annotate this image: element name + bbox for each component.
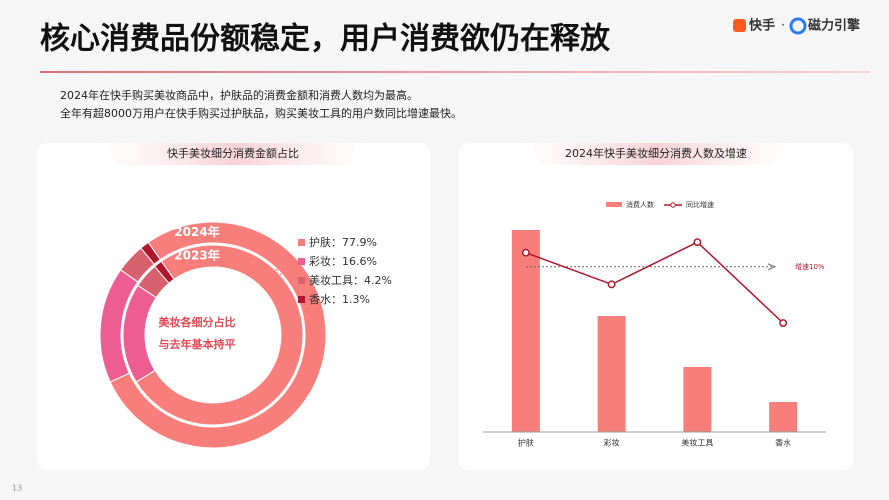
bar <box>511 230 540 432</box>
x-tick-label: 护肤 <box>518 438 534 448</box>
card-banner <box>520 143 792 165</box>
legend-label: 彩妆：16.6% <box>309 255 377 268</box>
bar <box>769 402 798 432</box>
center-note: 美妆各细分占比 <box>159 315 236 329</box>
page-number: 13 <box>12 484 22 493</box>
donut-segment <box>140 241 161 265</box>
donut-segment <box>109 221 327 449</box>
bar <box>597 316 626 432</box>
line <box>525 241 784 324</box>
card-banner <box>98 143 370 165</box>
line-point <box>779 319 788 327</box>
donut-segment <box>153 260 175 284</box>
reference-arrow <box>767 263 777 271</box>
x-tick-label: 香水 <box>775 438 791 448</box>
line-point <box>521 248 530 257</box>
legend-swatch <box>606 202 622 207</box>
legend-swatch <box>298 258 305 265</box>
legend-swatch <box>298 277 305 284</box>
chart-title: 快手美妆细分消费金额占比 <box>167 146 299 160</box>
legend-label: 同比增速 <box>686 200 714 209</box>
logo-icon <box>733 19 746 32</box>
logo-dot: · <box>781 19 785 34</box>
legend-swatch <box>298 296 305 303</box>
legend-swatch <box>298 239 305 246</box>
legend-label: 美妆工具：4.2% <box>309 274 392 287</box>
chart-title: 2024年快手美妆细分消费人数及增速 <box>565 146 747 160</box>
ring-label: 2024年 <box>174 224 219 239</box>
summary-line: 2024年在快手购买美妆商品中，护肤品的消费金额和消费人数均为最高。 <box>60 88 418 102</box>
page-title: 核心消费品份额稳定，用户消费欲仍在释放 <box>40 22 611 57</box>
x-tick-label: 彩妆 <box>604 438 620 448</box>
logo-cili: 磁力引擎 <box>808 18 860 34</box>
donut-segment <box>135 244 304 426</box>
legend-label: 香水：1.3% <box>309 293 370 306</box>
line-point <box>693 238 702 247</box>
x-tick-label: 美妆工具 <box>681 438 713 448</box>
reference-label: 增速10% <box>795 262 825 271</box>
title-rule <box>40 71 870 73</box>
line-point <box>607 280 616 289</box>
logo-icon-2 <box>789 17 807 35</box>
card <box>459 143 853 470</box>
legend-label: 护肤：77.9% <box>309 235 377 249</box>
ring-label: 2023年 <box>174 248 219 263</box>
summary-line: 全年有超8000万用户在快手购买过护肤品，购买美妆工具的用户数同比增速最快。 <box>60 106 462 120</box>
bar <box>683 367 712 432</box>
legend-swatch <box>670 202 676 208</box>
logo-kuaishou: 快手 <box>749 18 775 34</box>
legend-label: 消费人数 <box>626 200 654 209</box>
center-note: 与去年基本持平 <box>159 337 236 351</box>
